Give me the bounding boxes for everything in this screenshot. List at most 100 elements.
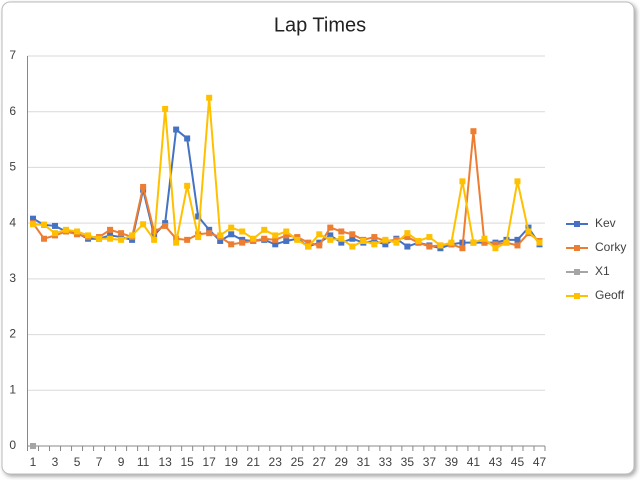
data-point (228, 231, 235, 238)
data-point (514, 178, 521, 185)
x-tick-label: 3 (52, 455, 59, 469)
data-point (338, 239, 345, 246)
data-point (360, 237, 367, 244)
data-point (382, 236, 389, 243)
data-point (206, 94, 213, 101)
data-point (371, 234, 378, 241)
legend-marker (574, 221, 580, 227)
data-point (349, 243, 356, 250)
y-tick-label: 5 (9, 160, 16, 174)
data-point (118, 236, 125, 243)
data-point (184, 182, 191, 189)
data-point (514, 236, 521, 243)
y-tick-label: 4 (9, 215, 16, 229)
legend-marker (574, 245, 580, 251)
data-point (481, 239, 488, 246)
data-point (426, 234, 433, 241)
data-point (459, 245, 466, 252)
data-point (261, 226, 268, 233)
data-point (415, 237, 422, 244)
data-point (459, 178, 466, 185)
data-point (250, 235, 257, 242)
data-point (206, 230, 213, 237)
data-point (195, 234, 202, 241)
data-point (492, 241, 499, 248)
chart-title: Lap Times (274, 14, 366, 36)
x-tick-label: 13 (158, 455, 172, 469)
x-tick-label: 47 (533, 455, 547, 469)
data-point (184, 135, 191, 142)
data-point (129, 232, 136, 239)
data-point (30, 443, 37, 449)
data-point (96, 235, 103, 242)
data-point (140, 183, 147, 190)
y-tick-label: 7 (9, 48, 16, 62)
legend-label: Kev (595, 216, 616, 230)
data-point (426, 243, 433, 250)
legend-marker (574, 293, 580, 299)
data-point (41, 221, 48, 228)
x-tick-label: 9 (118, 455, 125, 469)
x-tick-label: 35 (401, 455, 415, 469)
x-tick-label: 1 (30, 455, 37, 469)
data-point (481, 235, 488, 242)
x-tick-label: 39 (445, 455, 459, 469)
data-point (349, 235, 356, 242)
data-point (217, 237, 224, 244)
data-point (283, 237, 290, 244)
legend-label: Geoff (595, 288, 625, 302)
y-tick-label: 6 (9, 104, 16, 118)
data-point (316, 242, 323, 249)
data-point (349, 231, 356, 238)
x-tick-label: 25 (291, 455, 305, 469)
data-point (107, 232, 114, 239)
data-point (272, 241, 279, 248)
data-point (52, 222, 59, 229)
x-tick-label: 11 (137, 455, 150, 469)
data-point (206, 226, 213, 233)
legend-marker (574, 269, 580, 275)
y-tick-label: 2 (9, 327, 16, 341)
data-point (173, 239, 180, 246)
data-point (239, 228, 246, 235)
data-point (228, 241, 235, 248)
data-point (30, 221, 37, 228)
data-point (470, 239, 477, 246)
data-point (85, 232, 92, 239)
data-point (294, 236, 301, 243)
data-point (338, 228, 345, 235)
y-tick-label: 1 (9, 382, 16, 396)
data-point (162, 222, 169, 229)
x-tick-label: 45 (511, 455, 525, 469)
y-tick-label: 0 (9, 438, 16, 452)
data-point (217, 232, 224, 239)
data-point (305, 243, 312, 250)
x-tick-label: 19 (225, 455, 239, 469)
x-tick-label: 29 (335, 455, 349, 469)
data-point (228, 224, 235, 231)
x-tick-label: 31 (357, 455, 371, 469)
x-tick-label: 21 (247, 455, 261, 469)
data-point (63, 226, 70, 233)
data-point (173, 126, 180, 133)
data-point (140, 221, 147, 228)
data-point (371, 241, 378, 248)
data-point (448, 239, 455, 246)
data-point (382, 241, 389, 248)
data-point (514, 242, 521, 249)
data-point (283, 228, 290, 235)
data-point (338, 235, 345, 242)
data-point (107, 226, 114, 233)
data-point (404, 230, 411, 237)
x-tick-label: 41 (467, 455, 481, 469)
data-point (74, 228, 81, 235)
data-point (492, 245, 499, 252)
data-point (261, 235, 268, 242)
data-point (327, 236, 334, 243)
data-point (327, 224, 334, 231)
data-point (239, 239, 246, 246)
x-tick-label: 15 (180, 455, 194, 469)
data-point (118, 230, 125, 237)
data-point (184, 236, 191, 243)
